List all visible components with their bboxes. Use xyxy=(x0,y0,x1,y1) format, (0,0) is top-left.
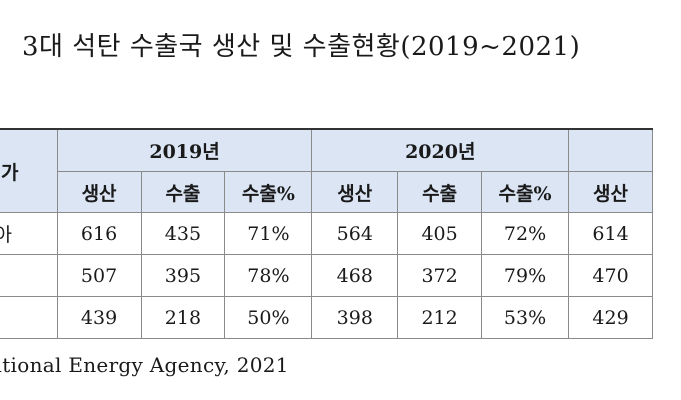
subheader-cell: 수출 xyxy=(397,171,483,213)
subheader-cell: 생산 xyxy=(311,171,399,213)
table-cell: 50% xyxy=(224,296,313,339)
table-cell: 616 xyxy=(56,212,142,255)
table-cell: 507 xyxy=(56,254,142,297)
year-header-2021 xyxy=(568,128,653,172)
table-cell: 71% xyxy=(224,212,313,255)
table-row: 시아 616 435 71% 564 405 72% 614 xyxy=(0,212,653,255)
table-cell: 212 xyxy=(397,296,483,339)
year-header-2020: 2020년 xyxy=(311,128,570,172)
table-cell: 53% xyxy=(481,296,570,339)
source-note: ational Energy Agency, 2021 xyxy=(0,353,289,377)
subheader-cell: 생산 xyxy=(56,171,142,213)
subheader-cell: 수출 xyxy=(140,171,226,213)
table-container: 가 2019년 2020년 생산 수출 수출% 생산 수출 수출% 생산 시아 … xyxy=(0,128,681,342)
country-cell: 시아 xyxy=(0,212,58,255)
table-cell: 470 xyxy=(568,254,653,297)
country-header: 가 xyxy=(0,128,58,213)
table-cell: 218 xyxy=(140,296,226,339)
table-cell: 78% xyxy=(224,254,313,297)
coal-export-table: 가 2019년 2020년 생산 수출 수출% 생산 수출 수출% 생산 시아 … xyxy=(0,128,653,339)
subheader-cell: 생산 xyxy=(568,171,653,213)
table-cell: 614 xyxy=(568,212,653,255)
table-cell: 72% xyxy=(481,212,570,255)
country-cell: 주 xyxy=(0,254,58,297)
table-row: 주 507 395 78% 468 372 79% 470 xyxy=(0,254,653,297)
table-cell: 435 xyxy=(140,212,226,255)
table-cell: 372 xyxy=(397,254,483,297)
year-header-2019: 2019년 xyxy=(56,128,313,172)
table-row: 아 439 218 50% 398 212 53% 429 xyxy=(0,296,653,339)
table-cell: 468 xyxy=(311,254,399,297)
table-cell: 439 xyxy=(56,296,142,339)
table-cell: 398 xyxy=(311,296,399,339)
table-cell: 405 xyxy=(397,212,483,255)
country-cell: 아 xyxy=(0,296,58,339)
subheader-cell: 수출% xyxy=(481,171,570,213)
page-title: 3대 석탄 수출국 생산 및 수출현황(2019~2021) xyxy=(22,32,581,62)
subheader-cell: 수출% xyxy=(224,171,313,213)
table-cell: 79% xyxy=(481,254,570,297)
table-cell: 429 xyxy=(568,296,653,339)
table-cell: 395 xyxy=(140,254,226,297)
table-cell: 564 xyxy=(311,212,399,255)
